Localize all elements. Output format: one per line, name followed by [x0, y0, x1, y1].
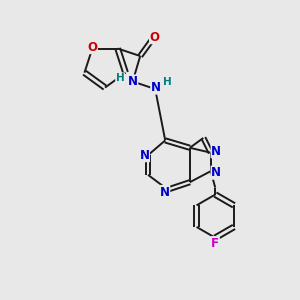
Text: N: N [211, 145, 221, 158]
Text: H: H [164, 76, 172, 86]
Text: N: N [151, 81, 161, 94]
Text: N: N [211, 166, 221, 179]
Text: O: O [87, 40, 97, 53]
Text: O: O [150, 31, 160, 44]
Text: H: H [116, 73, 124, 83]
Text: N: N [128, 75, 138, 88]
Text: N: N [160, 185, 170, 199]
Text: N: N [140, 149, 149, 162]
Text: F: F [211, 237, 219, 250]
